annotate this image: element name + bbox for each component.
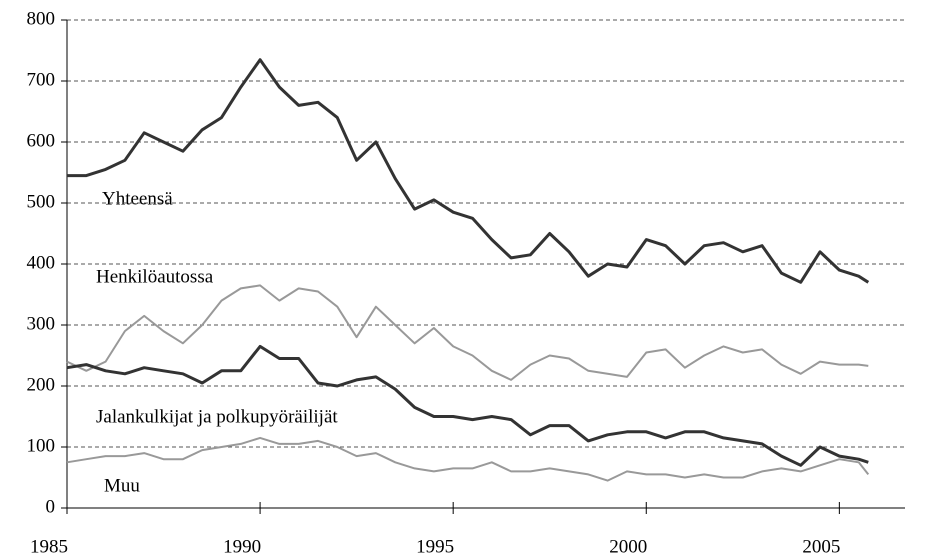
x-tick-label: 1995 <box>416 536 454 557</box>
series-label: Henkilöautossa <box>96 266 214 287</box>
x-tick-label: 1985 <box>30 536 68 557</box>
y-tick-label: 200 <box>27 374 56 395</box>
series-line <box>66 344 869 467</box>
y-tick-label: 600 <box>27 130 56 151</box>
series-label: Yhteensä <box>102 188 173 209</box>
y-tick-label: 400 <box>27 252 56 273</box>
y-tick-label: 100 <box>27 435 56 456</box>
x-tick-label: 2005 <box>802 536 840 557</box>
x-tick-label: 2000 <box>609 536 647 557</box>
x-tick-label: 1990 <box>223 536 261 557</box>
series-label: Jalankulkijat ja polkupyöräilijät <box>96 406 338 427</box>
y-tick-label: 700 <box>27 69 56 90</box>
series-line <box>67 58 870 284</box>
y-tick-label: 300 <box>27 313 56 334</box>
series-line <box>66 284 869 381</box>
series-label: Muu <box>104 475 140 496</box>
y-tick-label: 0 <box>46 496 56 517</box>
series-line <box>66 436 870 482</box>
y-tick-label: 800 <box>27 8 56 29</box>
y-tick-label: 500 <box>27 191 56 212</box>
